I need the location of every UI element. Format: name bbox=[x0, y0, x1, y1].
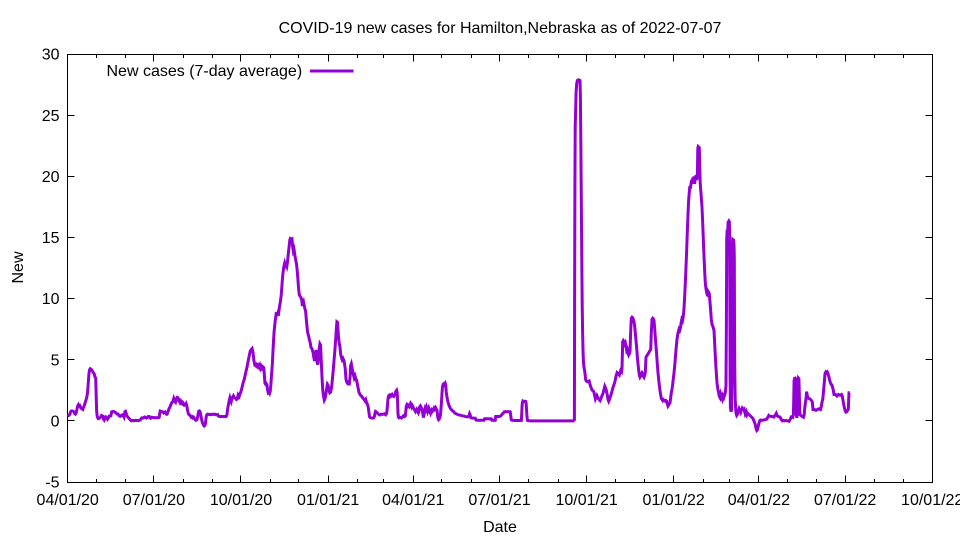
svg-text:07/01/22: 07/01/22 bbox=[814, 492, 876, 509]
svg-text:04/01/22: 04/01/22 bbox=[728, 492, 790, 509]
svg-text:25: 25 bbox=[42, 108, 60, 125]
svg-text:-5: -5 bbox=[45, 475, 59, 492]
svg-text:5: 5 bbox=[51, 352, 60, 369]
svg-text:01/01/21: 01/01/21 bbox=[297, 492, 359, 509]
svg-text:10/01/22: 10/01/22 bbox=[901, 492, 960, 509]
svg-text:01/01/22: 01/01/22 bbox=[643, 492, 705, 509]
svg-text:0: 0 bbox=[51, 413, 60, 430]
svg-text:15: 15 bbox=[42, 230, 60, 247]
svg-text:10/01/20: 10/01/20 bbox=[210, 492, 272, 509]
svg-text:10: 10 bbox=[42, 291, 60, 308]
svg-text:Date: Date bbox=[483, 519, 517, 536]
svg-text:04/01/21: 04/01/21 bbox=[382, 492, 444, 509]
svg-text:30: 30 bbox=[42, 47, 60, 64]
svg-text:20: 20 bbox=[42, 169, 60, 186]
svg-text:04/01/20: 04/01/20 bbox=[37, 492, 99, 509]
svg-text:New cases (7-day average): New cases (7-day average) bbox=[107, 63, 303, 80]
svg-text:COVID-19 new cases for Hamilto: COVID-19 new cases for Hamilton,Nebraska… bbox=[279, 20, 722, 37]
svg-text:10/01/21: 10/01/21 bbox=[555, 492, 617, 509]
svg-text:07/01/20: 07/01/20 bbox=[123, 492, 185, 509]
svg-text:07/01/21: 07/01/21 bbox=[468, 492, 530, 509]
svg-text:New: New bbox=[10, 251, 27, 283]
